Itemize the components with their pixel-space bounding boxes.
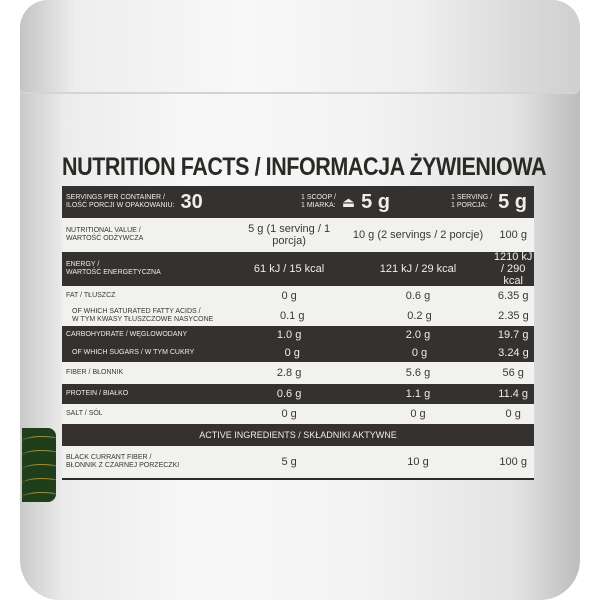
nutrient-value: 2.8 g <box>276 367 302 379</box>
nutrient-label-en: OF WHICH SATURATED FATTY ACIDS / <box>72 308 201 315</box>
nutrient-value: 2.35 g <box>498 310 529 322</box>
scoop-icon: ⏏ <box>341 193 356 210</box>
col-label-pl: WARTOŚĆ ODŻYWCZA <box>66 235 144 242</box>
nutrient-group: PROTEIN / BIAŁKO 0.6 g 1.1 g 11.4 g <box>62 384 534 404</box>
nutrient-value: 0.6 g <box>276 388 302 400</box>
nutrient-value: 2.0 g <box>405 329 431 341</box>
nutrient-row: OF WHICH SUGARS / W TYM CUKRY 0 g 0 g 3.24 … <box>62 344 534 362</box>
nutrient-label-en: PROTEIN / BIAŁKO <box>66 390 129 397</box>
nutrient-value: 61 kJ / 15 kcal <box>253 263 325 275</box>
nutrient-label: SALT / SÓL <box>62 410 235 418</box>
active-row: BLACK CURRANT FIBER / BŁONNIK Z CZARNEJ P… <box>62 446 534 478</box>
servings-label-en: SERVINGS PER CONTAINER / <box>66 194 165 201</box>
nutrient-value: 0 g <box>281 290 297 302</box>
nutrient-label-en: OF WHICH SUGARS / W TYM CUKRY <box>72 349 195 356</box>
nutrient-value: 0 g <box>281 408 297 420</box>
serving-label-en: 1 SERVING / <box>451 194 493 201</box>
nutrient-label: FIBER / BŁONNIK <box>62 369 235 377</box>
nutrient-value: 0.2 g <box>407 310 432 322</box>
serving-value: 5 g <box>498 190 528 213</box>
nutrient-value: 5.6 g <box>405 367 431 379</box>
serving-label-pl: 1 PORCJA: <box>451 202 488 209</box>
nutrient-value: 56 g <box>502 367 524 379</box>
active-label-en: BLACK CURRANT FIBER / <box>66 454 152 461</box>
nutrient-row: OF WHICH SATURATED FATTY ACIDS / W TYM KW… <box>62 306 534 326</box>
col-two-servings: 10 g (2 servings / 2 porcje) <box>352 229 484 241</box>
nutrient-label-en: SALT / SÓL <box>66 410 103 417</box>
col-100g: 100 g <box>499 229 527 241</box>
nutrient-label: FAT / TŁUSZCZ <box>62 292 235 300</box>
scoop-value: 5 g <box>361 190 391 213</box>
nutrient-label-en: FIBER / BŁONNIK <box>66 369 124 376</box>
servings-count: 30 <box>180 190 203 213</box>
nutrient-row: CARBOHYDRATE / WĘGLOWODANY 1.0 g 2.0 g 19.7… <box>62 326 534 344</box>
scoop-label-en: 1 SCOOP / <box>301 194 336 201</box>
nutrient-row: FIBER / BŁONNIK 2.8 g 5.6 g 56 g <box>62 362 534 384</box>
nutrient-value: 0 g <box>411 347 428 359</box>
nutrient-value: 11.4 g <box>498 388 529 400</box>
nutrient-value: 0.6 g <box>405 290 431 302</box>
nutrient-value: 3.24 g <box>498 347 529 359</box>
nutrient-label-pl: WARTOŚĆ ENERGETYCZNA <box>66 269 161 276</box>
active-ingredients-header: ACTIVE INGREDIENTS / SKŁADNIKI AKTYWNE <box>62 424 534 446</box>
nutrient-group: CARBOHYDRATE / WĘGLOWODANY 1.0 g 2.0 g 19.7… <box>62 326 534 362</box>
servings-label-pl: ILOŚĆ PORCJI W OPAKOWANIU: <box>66 202 175 209</box>
nutrient-label: OF WHICH SUGARS / W TYM CUKRY <box>62 349 238 357</box>
nutrient-value: 0.1 g <box>279 310 305 322</box>
nutrient-label-en: CARBOHYDRATE / WĘGLOWODANY <box>66 331 188 338</box>
nutrient-group: SALT / SÓL 0 g 0 g 0 g <box>62 404 534 424</box>
nutrient-value: 1210 kJ / 290 kcal <box>493 251 533 287</box>
leaf-graphic <box>22 428 56 502</box>
nutrient-group: FIBER / BŁONNIK 2.8 g 5.6 g 56 g <box>62 362 534 384</box>
nutrient-row: ENERGY / WARTOŚĆ ENERGETYCZNA 61 kJ / 15 k… <box>62 251 534 287</box>
nutrient-label: CARBOHYDRATE / WĘGLOWODANY <box>62 331 235 339</box>
nutrient-label-pl: W TYM KWASY TŁUSZCZOWE NASYCONE <box>72 316 214 323</box>
active-value-100g: 100 g <box>499 456 527 468</box>
nutrient-label-en: ENERGY / <box>66 261 100 268</box>
nutrient-group: ENERGY / WARTOŚĆ ENERGETYCZNA 61 kJ / 15 k… <box>62 251 534 287</box>
nutrition-table: SERVINGS PER CONTAINER / ILOŚĆ PORCJI W O… <box>62 186 534 480</box>
active-value-serving: 5 g <box>281 456 297 468</box>
nutrient-row: SALT / SÓL 0 g 0 g 0 g <box>62 404 534 424</box>
servings-row: SERVINGS PER CONTAINER / ILOŚĆ PORCJI W O… <box>62 186 534 218</box>
nutrient-label: OF WHICH SATURATED FATTY ACIDS / W TYM KW… <box>62 308 238 324</box>
nutrient-value: 1.0 g <box>276 329 302 341</box>
nutrient-value: 19.7 g <box>497 329 529 341</box>
col-serving: 5 g (1 serving / 1 porcja) <box>248 223 331 247</box>
nutrient-group: FAT / TŁUSZCZ 0 g 0.6 g 6.35 g OF WHICH SATU… <box>62 286 534 326</box>
nutrient-label: ENERGY / WARTOŚĆ ENERGETYCZNA <box>62 261 235 277</box>
nutrient-value: 0 g <box>505 408 521 420</box>
scoop-label-pl: 1 MIARKA: <box>301 202 336 209</box>
active-value-two: 10 g <box>407 456 429 468</box>
col-label-en: NUTRITIONAL VALUE / <box>66 227 141 234</box>
nutrient-value: 0 g <box>284 347 300 359</box>
nutrient-value: 121 kJ / 29 kcal <box>379 263 457 275</box>
nutrient-value: 0 g <box>410 408 426 420</box>
nutrient-label-en: FAT / TŁUSZCZ <box>66 292 116 299</box>
nutrient-label: PROTEIN / BIAŁKO <box>62 390 235 398</box>
nutrient-value: 6.35 g <box>497 290 529 302</box>
nutrition-title: NUTRITION FACTS / INFORMACJA ŻYWIENIOWA <box>62 153 547 181</box>
container-lid <box>20 0 580 94</box>
active-label-pl: BŁONNIK Z CZARNEJ PORZECZKI <box>66 462 180 469</box>
nutrient-row: FAT / TŁUSZCZ 0 g 0.6 g 6.35 g <box>62 286 534 306</box>
nutrient-row: PROTEIN / BIAŁKO 0.6 g 1.1 g 11.4 g <box>62 384 534 404</box>
columns-row: NUTRITIONAL VALUE / WARTOŚĆ ODŻYWCZA 5 g … <box>62 218 534 252</box>
nutrient-value: 1.1 g <box>405 388 431 400</box>
